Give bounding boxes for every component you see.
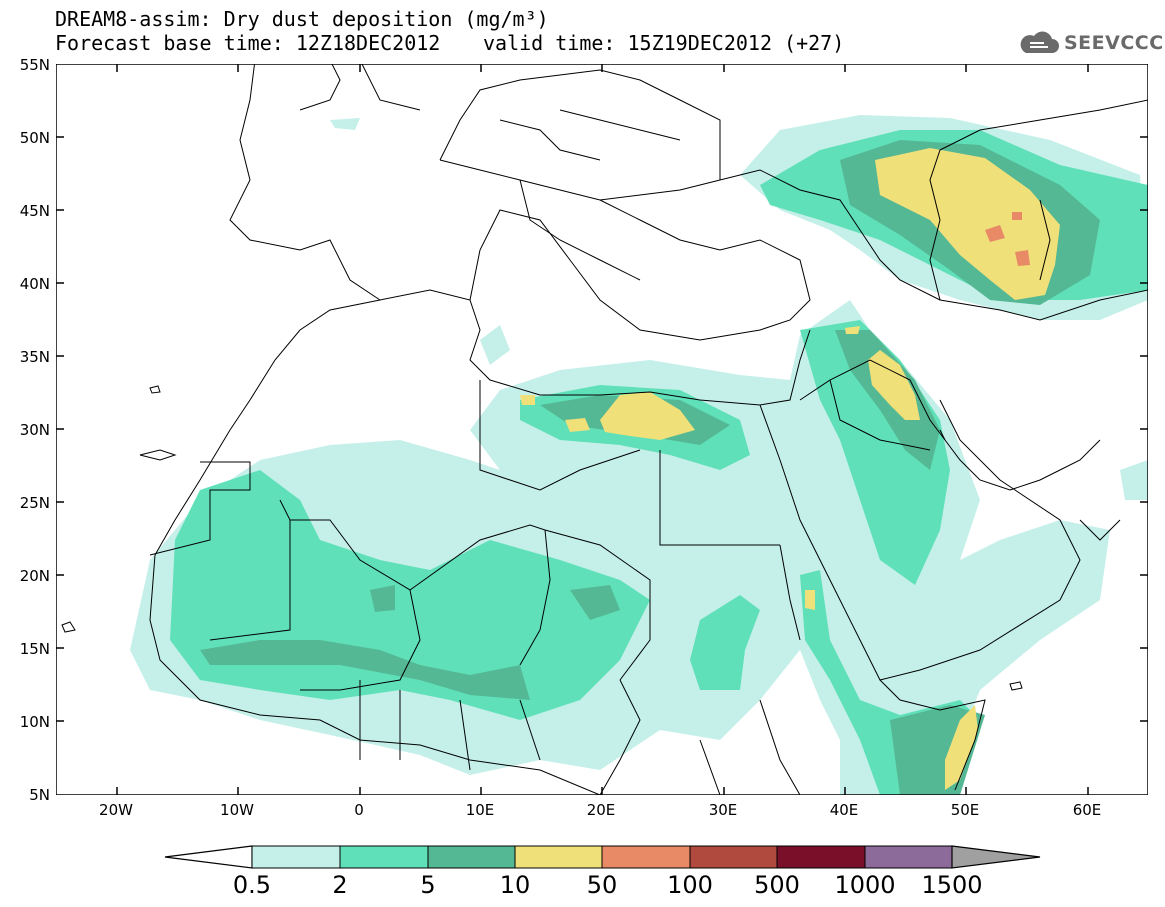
lon-label: 0 bbox=[354, 801, 364, 819]
colorbar-label: 2 bbox=[332, 871, 348, 899]
dust-layer-very-high bbox=[985, 212, 1030, 266]
lon-label: 20W bbox=[99, 801, 133, 819]
colorbar bbox=[164, 845, 1041, 869]
forecast-times: Forecast base time: 12Z18DEC2012 valid ti… bbox=[55, 31, 844, 55]
lat-label: 25N bbox=[19, 494, 50, 512]
lon-label: 20E bbox=[586, 801, 616, 819]
valid-time: valid time: 15Z19DEC2012 (+27) bbox=[483, 31, 845, 55]
lon-label: 10W bbox=[220, 801, 254, 819]
lat-label: 15N bbox=[19, 640, 50, 658]
colorbar-swatch bbox=[339, 845, 429, 869]
lon-label: 40E bbox=[829, 801, 859, 819]
colorbar-label: 0.5 bbox=[232, 871, 272, 899]
lon-label: 10E bbox=[465, 801, 495, 819]
colorbar-swatch bbox=[864, 845, 953, 869]
map-title: DREAM8-assim: Dry dust deposition (mg/m³… bbox=[55, 7, 549, 31]
colorbar-swatch bbox=[601, 845, 691, 869]
lat-label: 5N bbox=[29, 786, 50, 804]
lat-label: 35N bbox=[19, 348, 50, 366]
lon-label: 60E bbox=[1072, 801, 1102, 819]
colorbar-label: 1500 bbox=[921, 871, 983, 899]
colorbar-swatch bbox=[251, 845, 341, 869]
lat-label: 40N bbox=[19, 275, 50, 293]
lon-label: 50E bbox=[950, 801, 980, 819]
lat-label: 55N bbox=[19, 56, 50, 74]
lon-label: 30E bbox=[708, 801, 738, 819]
map-area bbox=[56, 64, 1148, 795]
colorbar-left-arrow bbox=[164, 845, 253, 869]
lat-label: 45N bbox=[19, 202, 50, 220]
colorbar-right-arrow bbox=[951, 845, 1041, 869]
lat-label: 10N bbox=[19, 713, 50, 731]
colorbar-swatch bbox=[427, 845, 516, 869]
cloud-icon bbox=[1020, 31, 1059, 53]
colorbar-swatch bbox=[514, 845, 603, 869]
lat-label: 30N bbox=[19, 421, 50, 439]
logo-text: SEEVCCC bbox=[1064, 32, 1164, 54]
colorbar-label: 100 bbox=[667, 871, 713, 899]
seevccc-logo: SEEVCCC bbox=[1018, 26, 1164, 60]
dust-layer-high bbox=[520, 148, 1060, 790]
colorbar-label: 10 bbox=[499, 871, 531, 899]
colorbar-swatch bbox=[776, 845, 866, 869]
lat-label: 20N bbox=[19, 567, 50, 585]
colorbar-label: 1000 bbox=[834, 871, 896, 899]
colorbar-label: 500 bbox=[754, 871, 800, 899]
lat-label: 50N bbox=[19, 129, 50, 147]
colorbar-label: 50 bbox=[586, 871, 618, 899]
forecast-base-time: Forecast base time: 12Z18DEC2012 bbox=[55, 31, 441, 55]
islands bbox=[61, 385, 1023, 691]
colorbar-swatch bbox=[689, 845, 778, 869]
country-borders bbox=[149, 64, 1148, 795]
axis-ticks bbox=[56, 64, 1148, 795]
colorbar-label: 5 bbox=[420, 871, 436, 899]
